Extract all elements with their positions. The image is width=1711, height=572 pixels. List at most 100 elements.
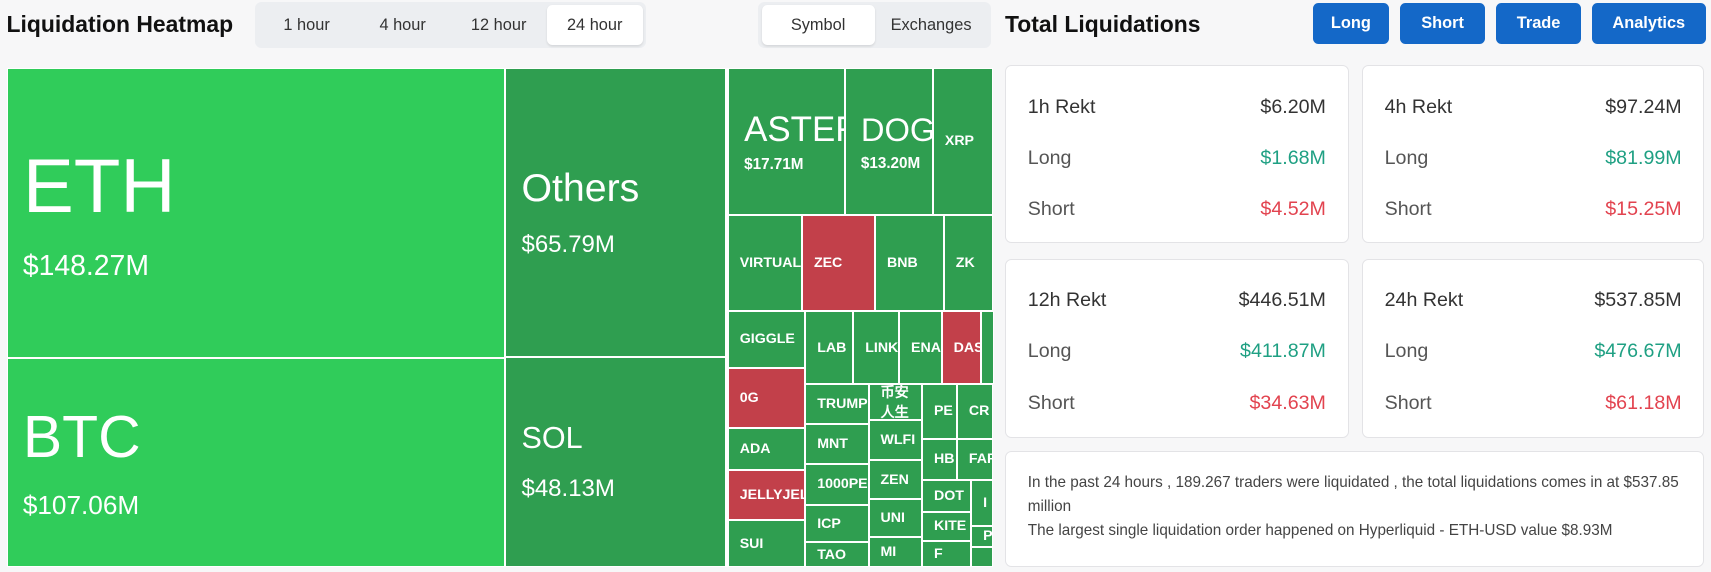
heatmap-cell[interactable]: HB — [922, 438, 957, 481]
long-button[interactable]: Long — [1312, 3, 1390, 44]
long-value: $81.99M — [1605, 147, 1682, 170]
heatmap-cell[interactable]: ZEN — [868, 460, 923, 499]
tab-1-hour[interactable]: 1 hour — [283, 15, 330, 34]
cell-value: $148.27M — [22, 249, 149, 282]
heatmap-cell[interactable]: ZK — [943, 214, 993, 311]
heatmap-cell[interactable]: LAB — [805, 310, 854, 385]
heatmap-cell[interactable]: MI — [868, 536, 923, 568]
cell-symbol: ETH — [22, 143, 176, 229]
trade-button[interactable]: Trade — [1496, 3, 1582, 44]
heatmap-cell[interactable]: KITE — [922, 511, 972, 542]
short-label: Short — [1027, 391, 1075, 414]
long-label: Long — [1384, 340, 1429, 363]
cell-symbol: CR — [968, 403, 990, 420]
heatmap-cell[interactable]: LINK — [853, 310, 900, 385]
cell-symbol: LINK — [865, 339, 899, 356]
heatmap-cell[interactable]: DOT — [922, 480, 972, 512]
heatmap-cell[interactable]: GIGGLE — [727, 310, 806, 368]
cell-symbol: 币安人生 — [880, 385, 909, 421]
heatmap-cell[interactable]: FART — [956, 438, 993, 481]
cell-symbol: MNT — [817, 436, 848, 453]
heatmap-cell[interactable]: 0G — [727, 367, 806, 428]
heatmap-cell[interactable]: PE — [922, 384, 957, 439]
summary-card: In the past 24 hours , 189.267 traders w… — [1004, 450, 1705, 568]
tab-12-hour[interactable]: 12 hour — [470, 15, 527, 34]
tab-exchanges[interactable]: Exchanges — [890, 15, 972, 34]
heatmap-cell[interactable]: ASTER $17.71M — [727, 67, 845, 215]
heatmap-cell[interactable]: SUI — [727, 520, 806, 568]
long-value: $1.68M — [1260, 147, 1326, 170]
heatmap-cell[interactable]: TRUMP — [805, 384, 869, 425]
cell-symbol: UNI — [880, 509, 905, 526]
total-liquidations-title: Total Liquidations — [1004, 10, 1201, 37]
cell-symbol: TRUMP — [817, 396, 868, 413]
heatmap-cell[interactable]: DASH — [941, 310, 981, 385]
stat-card-24h: 24h Rekt $537.85M Long $476.67M Short $61.1… — [1361, 258, 1705, 438]
heatmap-cell[interactable]: VIRTUAL — [727, 214, 803, 311]
heatmap-cell[interactable]: TAO — [805, 542, 869, 568]
cell-symbol: ENA — [911, 339, 941, 356]
heatmap-cell[interactable]: JELLYJELLY — [727, 470, 806, 521]
cell-symbol: DOGE — [860, 110, 933, 148]
heatmap-cell[interactable]: ZEC — [802, 214, 876, 311]
cell-symbol: 1000PEPE — [817, 476, 868, 493]
heatmap-cell[interactable]: ETH $148.27M — [6, 67, 506, 358]
heatmap-cell[interactable]: AVAX — [980, 310, 994, 385]
heatmap-cell[interactable]: WLFI — [868, 420, 923, 461]
heatmap-cell[interactable]: F — [922, 541, 972, 568]
heatmap-cell[interactable]: MNT — [805, 424, 869, 464]
cell-symbol: SOL — [521, 420, 583, 455]
tab-24-hour[interactable]: 24 hour — [546, 5, 643, 45]
stat-card-4h: 4h Rekt $97.24M Long $81.99M Short $15.25M — [1361, 65, 1705, 244]
tab-symbol[interactable]: Symbol — [761, 5, 875, 45]
heatmap-cell[interactable]: CR — [956, 384, 993, 439]
heatmap-cell[interactable]: ADA — [727, 427, 806, 471]
short-label: Short — [1384, 391, 1432, 414]
long-label: Long — [1027, 147, 1072, 170]
heatmap-cell[interactable]: UNI — [868, 498, 923, 537]
cell-symbol: ICP — [817, 515, 841, 532]
cell-symbol: DASH — [953, 339, 980, 356]
heatmap-cell[interactable]: ICP — [805, 505, 869, 543]
cell-symbol: TAO — [817, 546, 847, 563]
stat-label: 24h Rekt — [1384, 289, 1464, 312]
cell-symbol: I — [983, 495, 987, 512]
stat-label: 12h Rekt — [1027, 289, 1107, 312]
heatmap-cell[interactable] — [971, 546, 993, 568]
heatmap-cell[interactable]: Others $65.79M — [505, 67, 726, 357]
heatmap-cell[interactable]: BNB — [875, 214, 944, 311]
long-label: Long — [1384, 147, 1429, 170]
liquidation-heatmap: ETH $148.27M BTC $107.06M Others $65.79M SOL $4… — [6, 67, 994, 568]
cell-symbol: KITE — [933, 518, 967, 535]
cell-symbol: SUI — [739, 535, 764, 552]
cell-symbol: VIRTUAL — [739, 254, 802, 271]
analytics-button[interactable]: Analytics — [1592, 3, 1706, 44]
cell-symbol: ZEC — [813, 254, 843, 271]
heatmap-cell[interactable]: 币安人生 — [868, 384, 923, 421]
cell-symbol: BNB — [887, 254, 918, 271]
short-label: Short — [1384, 198, 1432, 221]
short-value: $61.18M — [1605, 391, 1682, 414]
time-tabs: 1 hour 4 hour 12 hour 24 hour — [255, 2, 646, 48]
heatmap-cell[interactable]: BTC $107.06M — [6, 357, 506, 568]
short-label: Short — [1027, 198, 1075, 221]
long-value: $476.67M — [1594, 340, 1682, 363]
short-button[interactable]: Short — [1400, 3, 1486, 44]
cell-value: $48.13M — [521, 475, 615, 503]
cell-symbol: PE — [933, 403, 953, 420]
heatmap-cell[interactable]: ENA — [899, 310, 942, 385]
tab-4-hour[interactable]: 4 hour — [379, 15, 426, 34]
cell-symbol: BTC — [22, 404, 141, 470]
cell-symbol: ZEN — [880, 471, 909, 488]
heatmap-cell[interactable]: XRP — [932, 67, 993, 215]
summary-line-1: In the past 24 hours , 189.267 traders w… — [1027, 474, 1679, 516]
heatmap-cell[interactable]: 1000PEPE — [805, 463, 869, 506]
stat-total: $6.20M — [1260, 95, 1326, 118]
heatmap-cell[interactable]: I — [971, 480, 993, 526]
cell-symbol: FART — [968, 451, 992, 468]
group-tabs: Symbol Exchanges — [758, 2, 991, 48]
cell-symbol: F — [933, 546, 943, 563]
heatmap-cell[interactable]: P — [971, 525, 993, 547]
heatmap-cell[interactable]: SOL $48.13M — [505, 356, 726, 568]
heatmap-cell[interactable]: DOGE $13.20M — [844, 67, 933, 215]
